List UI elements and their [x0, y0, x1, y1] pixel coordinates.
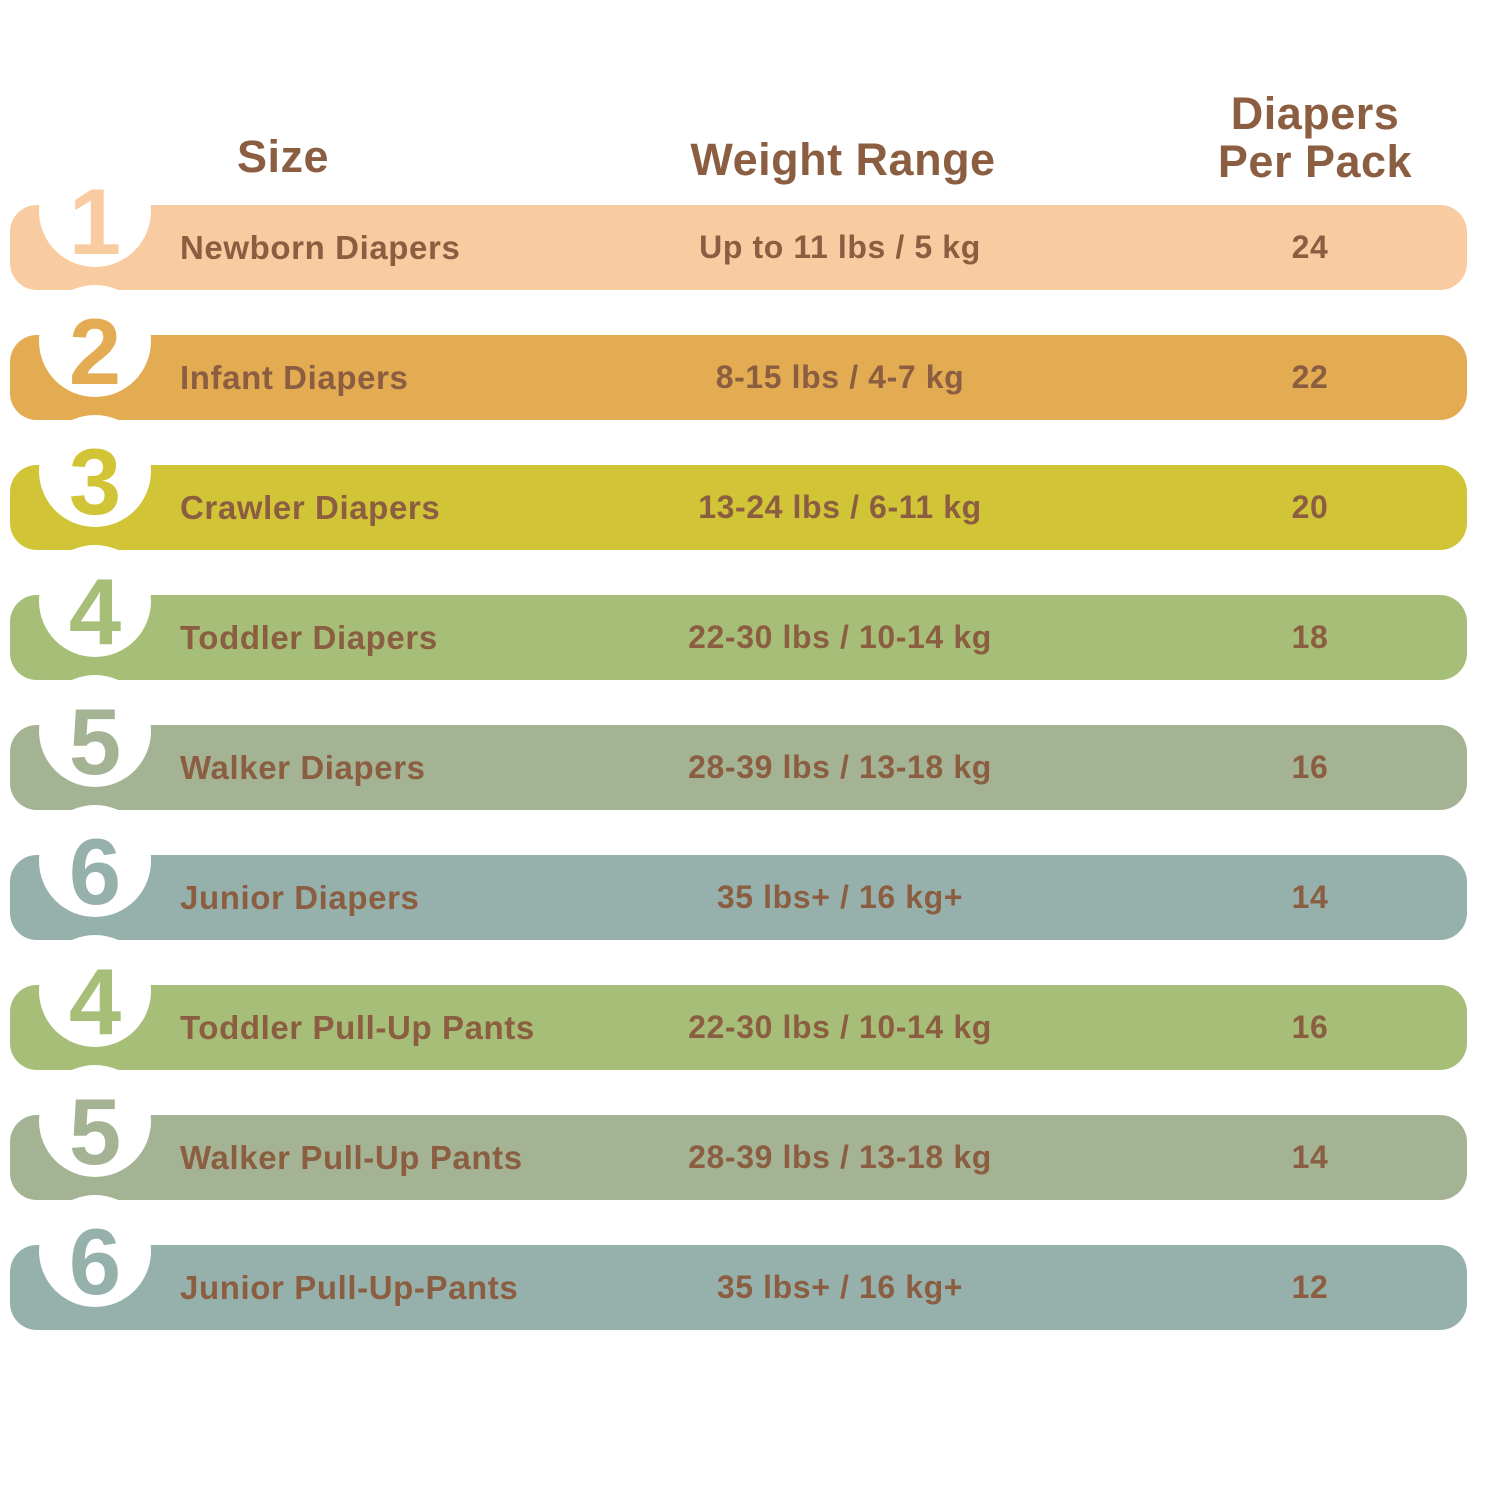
size-name-label: Newborn Diapers	[180, 228, 461, 266]
weight-range-value: 22-30 lbs / 10-14 kg	[688, 1009, 992, 1045]
weight-range-value: 35 lbs+ / 16 kg+	[716, 1269, 964, 1305]
column-header-size: Size	[236, 131, 330, 182]
column-header-diapers-per-pack-line1: Diapers	[1230, 88, 1400, 139]
size-number-badge	[39, 675, 151, 787]
size-name-label: Walker Pull-Up Pants	[180, 1138, 523, 1176]
size-number: 2	[68, 299, 122, 404]
weight-range-value: 35 lbs+ / 16 kg+	[716, 879, 964, 915]
size-name-label: Walker Diapers	[180, 748, 426, 786]
size-number: 6	[68, 1209, 122, 1314]
diapers-per-pack-value: 24	[1291, 229, 1329, 265]
size-number: 5	[68, 689, 122, 794]
diapers-per-pack-value: 14	[1291, 879, 1329, 915]
size-row: 1 Newborn Diapers Up to 11 lbs / 5 kg 24	[10, 155, 1467, 290]
size-name-label: Toddler Pull-Up Pants	[180, 1008, 535, 1046]
weight-range-value: 8-15 lbs / 4-7 kg	[715, 359, 965, 395]
size-name-label: Junior Pull-Up-Pants	[180, 1268, 519, 1306]
column-header-weight-range: Weight Range	[690, 134, 996, 185]
column-header-diapers-per-pack: Diapers Per Pack	[1140, 88, 1490, 188]
weight-range-value: 28-39 lbs / 13-18 kg	[688, 1139, 992, 1175]
size-number-badge	[39, 935, 151, 1047]
weight-range-value: 13-24 lbs / 6-11 kg	[698, 489, 982, 525]
diapers-per-pack-value: 20	[1291, 489, 1329, 525]
size-name-label: Toddler Diapers	[180, 618, 438, 656]
weight-range-value: 28-39 lbs / 13-18 kg	[688, 749, 992, 785]
diapers-per-pack-value: 22	[1291, 359, 1329, 395]
size-number-badge	[39, 1065, 151, 1177]
size-row: 4 Toddler Pull-Up Pants 22-30 lbs / 10-1…	[10, 935, 1467, 1070]
size-row: 6 Junior Pull-Up-Pants 35 lbs+ / 16 kg+ …	[10, 1195, 1467, 1330]
size-row: 5 Walker Pull-Up Pants 28-39 lbs / 13-18…	[10, 1065, 1467, 1200]
size-number-badge	[39, 285, 151, 397]
size-number: 3	[68, 429, 122, 534]
size-row: 6 Junior Diapers 35 lbs+ / 16 kg+ 14	[10, 805, 1467, 940]
size-number: 1	[68, 169, 122, 274]
size-row: 5 Walker Diapers 28-39 lbs / 13-18 kg 16	[10, 675, 1467, 810]
size-number-badge	[39, 415, 151, 527]
size-row: 4 Toddler Diapers 22-30 lbs / 10-14 kg 1…	[10, 545, 1467, 680]
size-number: 4	[68, 949, 122, 1054]
size-number: 6	[68, 819, 122, 924]
diapers-per-pack-value: 12	[1291, 1269, 1329, 1305]
size-number: 4	[68, 559, 122, 664]
size-name-label: Crawler Diapers	[180, 488, 441, 526]
size-row: 3 Crawler Diapers 13-24 lbs / 6-11 kg 20	[10, 415, 1467, 550]
diapers-per-pack-value: 14	[1291, 1139, 1329, 1175]
size-name-label: Junior Diapers	[180, 878, 420, 916]
diapers-per-pack-value: 16	[1291, 1009, 1329, 1045]
size-number: 5	[68, 1079, 122, 1184]
size-row: 2 Infant Diapers 8-15 lbs / 4-7 kg 22	[10, 285, 1467, 420]
weight-range-value: 22-30 lbs / 10-14 kg	[688, 619, 992, 655]
column-header-diapers-per-pack-line2: Per Pack	[1217, 136, 1413, 188]
diapers-per-pack-value: 16	[1291, 749, 1329, 785]
size-number-badge	[39, 545, 151, 657]
size-number-badge	[39, 155, 151, 267]
size-name-label: Infant Diapers	[180, 358, 409, 396]
size-number-badge	[39, 1195, 151, 1307]
weight-range-value: Up to 11 lbs / 5 kg	[699, 229, 981, 265]
diapers-per-pack-value: 18	[1291, 619, 1329, 655]
size-number-badge	[39, 805, 151, 917]
